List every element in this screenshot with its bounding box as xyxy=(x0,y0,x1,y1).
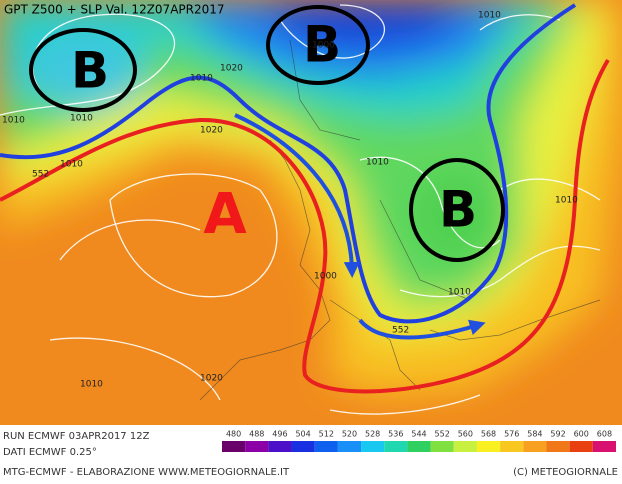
colorbar-tick-label: 600 xyxy=(574,430,589,439)
contour-label: 1010 xyxy=(478,11,501,21)
low-markers xyxy=(29,5,505,262)
flow-arrow xyxy=(234,113,360,278)
system-label: B xyxy=(439,181,477,239)
colorbar-tick-label: 488 xyxy=(249,430,264,439)
contour-labels: 1010 1000 1010 1010 552 1020 1020 1010 1… xyxy=(2,11,578,390)
colorbar-swatch xyxy=(245,441,269,452)
colorbar-tick-label: 608 xyxy=(597,430,612,439)
colorbar-tick-label: 504 xyxy=(295,430,310,439)
run-info: DATI ECMWF 0.25° xyxy=(3,447,97,458)
colorbar-swatch xyxy=(592,441,616,452)
contour-label: 1010 xyxy=(60,160,83,170)
contour-label: 1010 xyxy=(555,196,578,206)
map: B B A B 1010 1000 1010 1010 552 1020 102… xyxy=(0,0,622,425)
colorbar-swatch xyxy=(222,441,246,452)
colorbar-swatch xyxy=(476,441,501,452)
colorbar-tick-label: 584 xyxy=(527,430,542,439)
colorbar-tick-label: 512 xyxy=(319,430,334,439)
systems: B B A B xyxy=(71,16,477,248)
contour-label: 1020 xyxy=(200,126,223,136)
contour-label: 1000 xyxy=(312,41,335,51)
ridge-line xyxy=(0,58,610,394)
colorbar-swatch xyxy=(314,441,338,452)
system-label: B xyxy=(71,42,109,100)
colorbar-tick-label: 568 xyxy=(481,430,496,439)
colorbar-tick-label: 576 xyxy=(504,430,519,439)
colorbar-swatch xyxy=(291,441,315,452)
footer-left: MTG-ECMWF - ELABORAZIONE WWW.METEOGIORNA… xyxy=(3,467,290,478)
isobars xyxy=(0,4,601,415)
colorbar-swatch xyxy=(268,441,292,452)
system-label: B xyxy=(303,16,341,74)
colorbar-swatch xyxy=(361,441,385,452)
contour-label: 1010 xyxy=(190,74,213,84)
colorbar-swatch xyxy=(453,441,477,452)
contour-label: 1000 xyxy=(314,272,337,282)
colorbar-tick-label: 536 xyxy=(388,430,403,439)
colorbar-swatch xyxy=(384,441,408,452)
flow-arrow xyxy=(358,318,486,340)
run-info: RUN ECMWF 03APR2017 12Z xyxy=(3,431,150,442)
colorbar-tick-label: 520 xyxy=(342,430,357,439)
colorbar-swatch xyxy=(523,441,547,452)
contour-label: 1010 xyxy=(2,116,25,126)
colorbar-tick-label: 528 xyxy=(365,430,380,439)
contour-label: 1010 xyxy=(448,288,471,298)
colorbar: 480 488 496 504 512 520 528 536 544 552 560 568 576 5… xyxy=(222,430,616,452)
colorbar-tick-label: 592 xyxy=(550,430,565,439)
colorbar-swatch xyxy=(546,441,570,452)
map-title: GPT Z500 + SLP Val. 12Z07APR2017 xyxy=(4,3,225,17)
trough-line xyxy=(0,3,577,324)
colorbar-tick-label: 496 xyxy=(272,430,287,439)
system-label: A xyxy=(203,182,247,247)
contour-label: 1020 xyxy=(220,64,243,74)
contour-label: 552 xyxy=(32,170,49,180)
colorbar-swatch xyxy=(500,441,524,452)
contour-label: 1020 xyxy=(200,374,223,384)
contour-label: 1010 xyxy=(366,158,389,168)
colorbar-swatch xyxy=(569,441,593,452)
contour-label: 1010 xyxy=(80,380,103,390)
colorbar-tick-label: 552 xyxy=(435,430,450,439)
colorbar-tick-label: 544 xyxy=(411,430,426,439)
colorbar-swatch xyxy=(337,441,362,452)
colorbar-swatch xyxy=(407,441,431,452)
contour-label: 1010 xyxy=(70,114,93,124)
colorbar-tick-label: 480 xyxy=(226,430,241,439)
footer-right: (C) METEOGIORNALE xyxy=(513,467,618,478)
colorbar-swatch xyxy=(430,441,454,452)
contour-label: 552 xyxy=(392,326,409,336)
colorbar-tick-label: 560 xyxy=(458,430,473,439)
